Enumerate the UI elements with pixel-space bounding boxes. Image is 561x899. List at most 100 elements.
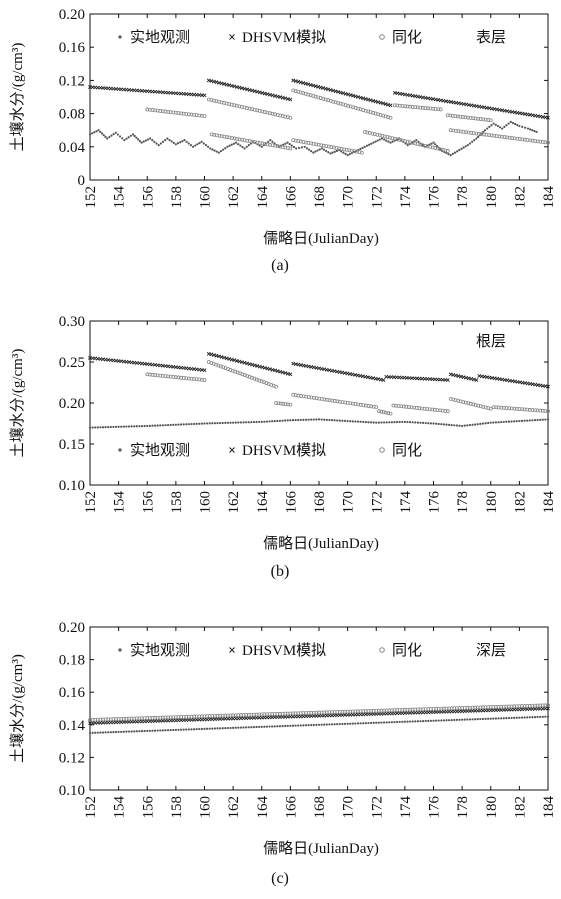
data-point	[100, 132, 104, 135]
panel-caption: (b)	[271, 563, 290, 580]
data-point	[330, 723, 334, 726]
data-point	[450, 113, 455, 118]
data-point	[169, 423, 172, 427]
data-point	[466, 424, 469, 427]
data-point	[104, 731, 107, 734]
data-point	[138, 139, 141, 143]
data-point	[333, 150, 336, 153]
data-point	[346, 722, 349, 725]
data-point	[445, 378, 450, 382]
data-point	[427, 719, 430, 723]
data-point	[276, 401, 281, 406]
data-point	[414, 720, 417, 723]
data-point	[515, 716, 518, 719]
data-point	[492, 122, 495, 125]
data-point	[273, 725, 276, 728]
x-tick-label: 184	[541, 796, 557, 819]
data-point	[245, 145, 248, 148]
data-point	[380, 421, 383, 424]
data-point	[360, 150, 364, 155]
y-tick-label: 0.12	[59, 750, 85, 766]
x-tick-label: 170	[341, 186, 357, 209]
data-point	[487, 133, 491, 138]
data-point	[320, 723, 323, 726]
data-point	[91, 132, 94, 135]
data-point	[341, 419, 344, 422]
data-point	[250, 421, 253, 424]
chart-panel-b: 152 154 156 158 160 162 164 166 168 170 172 174 176 1…	[8, 314, 557, 580]
data-point	[200, 140, 203, 143]
data-point	[445, 719, 448, 722]
data-point	[372, 421, 375, 424]
data-point	[505, 717, 508, 720]
data-point	[294, 724, 297, 727]
data-point	[198, 141, 201, 145]
data-point	[161, 140, 165, 143]
data-point	[232, 142, 235, 145]
data-point	[252, 726, 256, 729]
data-point	[504, 406, 509, 410]
data-point	[408, 421, 412, 424]
data-point	[499, 134, 504, 139]
data-point	[198, 422, 201, 425]
data-point	[140, 729, 144, 733]
data-point	[131, 133, 135, 136]
data-point	[484, 717, 487, 720]
x-tick-label: 182	[512, 491, 528, 514]
data-point	[376, 139, 379, 142]
series-0	[88, 715, 550, 735]
data-point	[510, 716, 513, 720]
data-point	[440, 423, 443, 426]
y-tick-label: 0.15	[59, 437, 85, 453]
x-tick-label: 168	[312, 186, 328, 209]
data-point	[109, 425, 112, 429]
data-point	[393, 721, 396, 724]
data-point	[509, 406, 514, 411]
panel-caption: (a)	[271, 257, 289, 274]
data-point	[289, 419, 292, 422]
data-point	[448, 719, 451, 722]
data-point	[239, 144, 242, 147]
data-point	[237, 137, 242, 142]
data-point	[356, 722, 360, 725]
data-point	[338, 419, 341, 422]
data-point	[112, 731, 115, 734]
series-0	[88, 120, 538, 157]
data-point	[343, 722, 347, 725]
data-point	[377, 721, 380, 724]
data-point	[269, 139, 272, 142]
data-point	[460, 147, 463, 150]
data-point	[138, 730, 141, 733]
data-point	[278, 401, 283, 406]
data-point	[455, 718, 459, 721]
x-tick-label: 158	[169, 796, 185, 819]
data-point	[278, 725, 282, 728]
data-point	[419, 720, 422, 723]
y-tick-label: 0.16	[59, 40, 86, 56]
data-point	[142, 140, 145, 143]
data-point	[330, 419, 334, 422]
data-point	[351, 722, 354, 725]
data-point	[523, 716, 526, 719]
data-point	[151, 729, 154, 732]
data-point	[546, 703, 550, 708]
data-point	[469, 130, 474, 135]
data-point	[289, 724, 292, 727]
data-point	[463, 718, 466, 721]
series-1	[88, 351, 550, 389]
data-point	[179, 423, 183, 426]
data-point	[230, 136, 234, 140]
data-point	[121, 137, 124, 140]
data-point	[189, 144, 193, 147]
data-point	[340, 150, 343, 153]
data-point	[299, 724, 302, 727]
legend-label: 同化	[392, 442, 422, 459]
data-point	[388, 411, 393, 416]
data-point	[522, 407, 527, 412]
data-point	[265, 420, 269, 423]
data-point	[421, 421, 425, 425]
data-point	[336, 723, 339, 726]
data-point	[325, 418, 328, 421]
data-point	[143, 729, 146, 733]
data-point	[200, 422, 203, 425]
